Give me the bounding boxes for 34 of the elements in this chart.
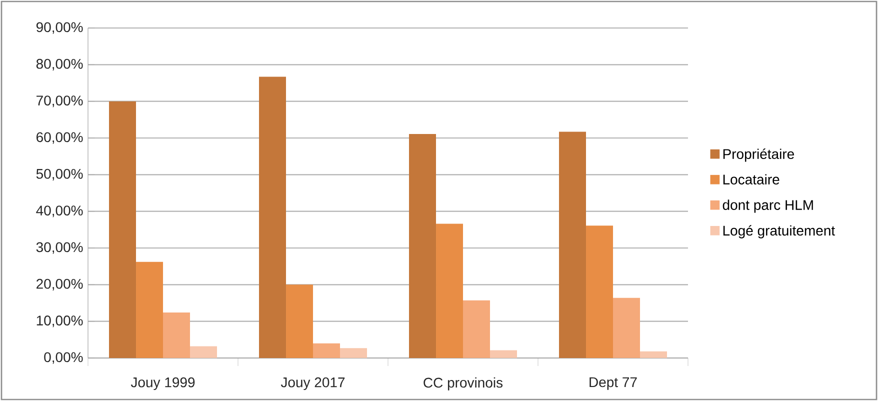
bar bbox=[259, 76, 286, 358]
y-tick-label: 10,00% bbox=[36, 316, 83, 328]
legend-label: dont parc HLM bbox=[722, 200, 813, 213]
legend-label: Locataire bbox=[723, 174, 780, 184]
x-tick-label: Jouy 1999 bbox=[130, 377, 195, 390]
bar bbox=[190, 346, 218, 358]
bar bbox=[163, 312, 190, 358]
bar bbox=[286, 284, 314, 358]
y-tick-label: 20,00% bbox=[36, 278, 83, 290]
legend-label: Logé gratuitement bbox=[723, 225, 835, 238]
bar bbox=[463, 300, 490, 358]
bar bbox=[313, 343, 340, 358]
y-tick-label: 0,00% bbox=[44, 352, 83, 364]
bar bbox=[436, 224, 464, 358]
y-tick-label: 40,00% bbox=[36, 206, 83, 218]
bar bbox=[612, 298, 640, 358]
y-tick-label: 80,00% bbox=[36, 58, 83, 70]
bar bbox=[109, 101, 136, 358]
bar bbox=[586, 226, 614, 358]
bar bbox=[559, 132, 586, 358]
x-tick-label: Jouy 2017 bbox=[280, 377, 345, 390]
bar bbox=[408, 134, 436, 358]
bar bbox=[136, 262, 164, 358]
x-tick-label: CC provinois bbox=[424, 377, 503, 390]
x-tick-label: Dept 77 bbox=[590, 377, 637, 390]
legend-label: Propriétaire bbox=[723, 148, 794, 162]
y-tick-label: 50,00% bbox=[36, 168, 83, 180]
bar bbox=[340, 348, 368, 358]
y-tick-label: 70,00% bbox=[36, 96, 83, 108]
bar bbox=[640, 351, 668, 358]
y-tick-label: 30,00% bbox=[36, 242, 83, 254]
y-tick-label: 60,00% bbox=[36, 132, 83, 144]
bar bbox=[490, 350, 518, 358]
y-tick-label: 90,00% bbox=[36, 22, 83, 34]
